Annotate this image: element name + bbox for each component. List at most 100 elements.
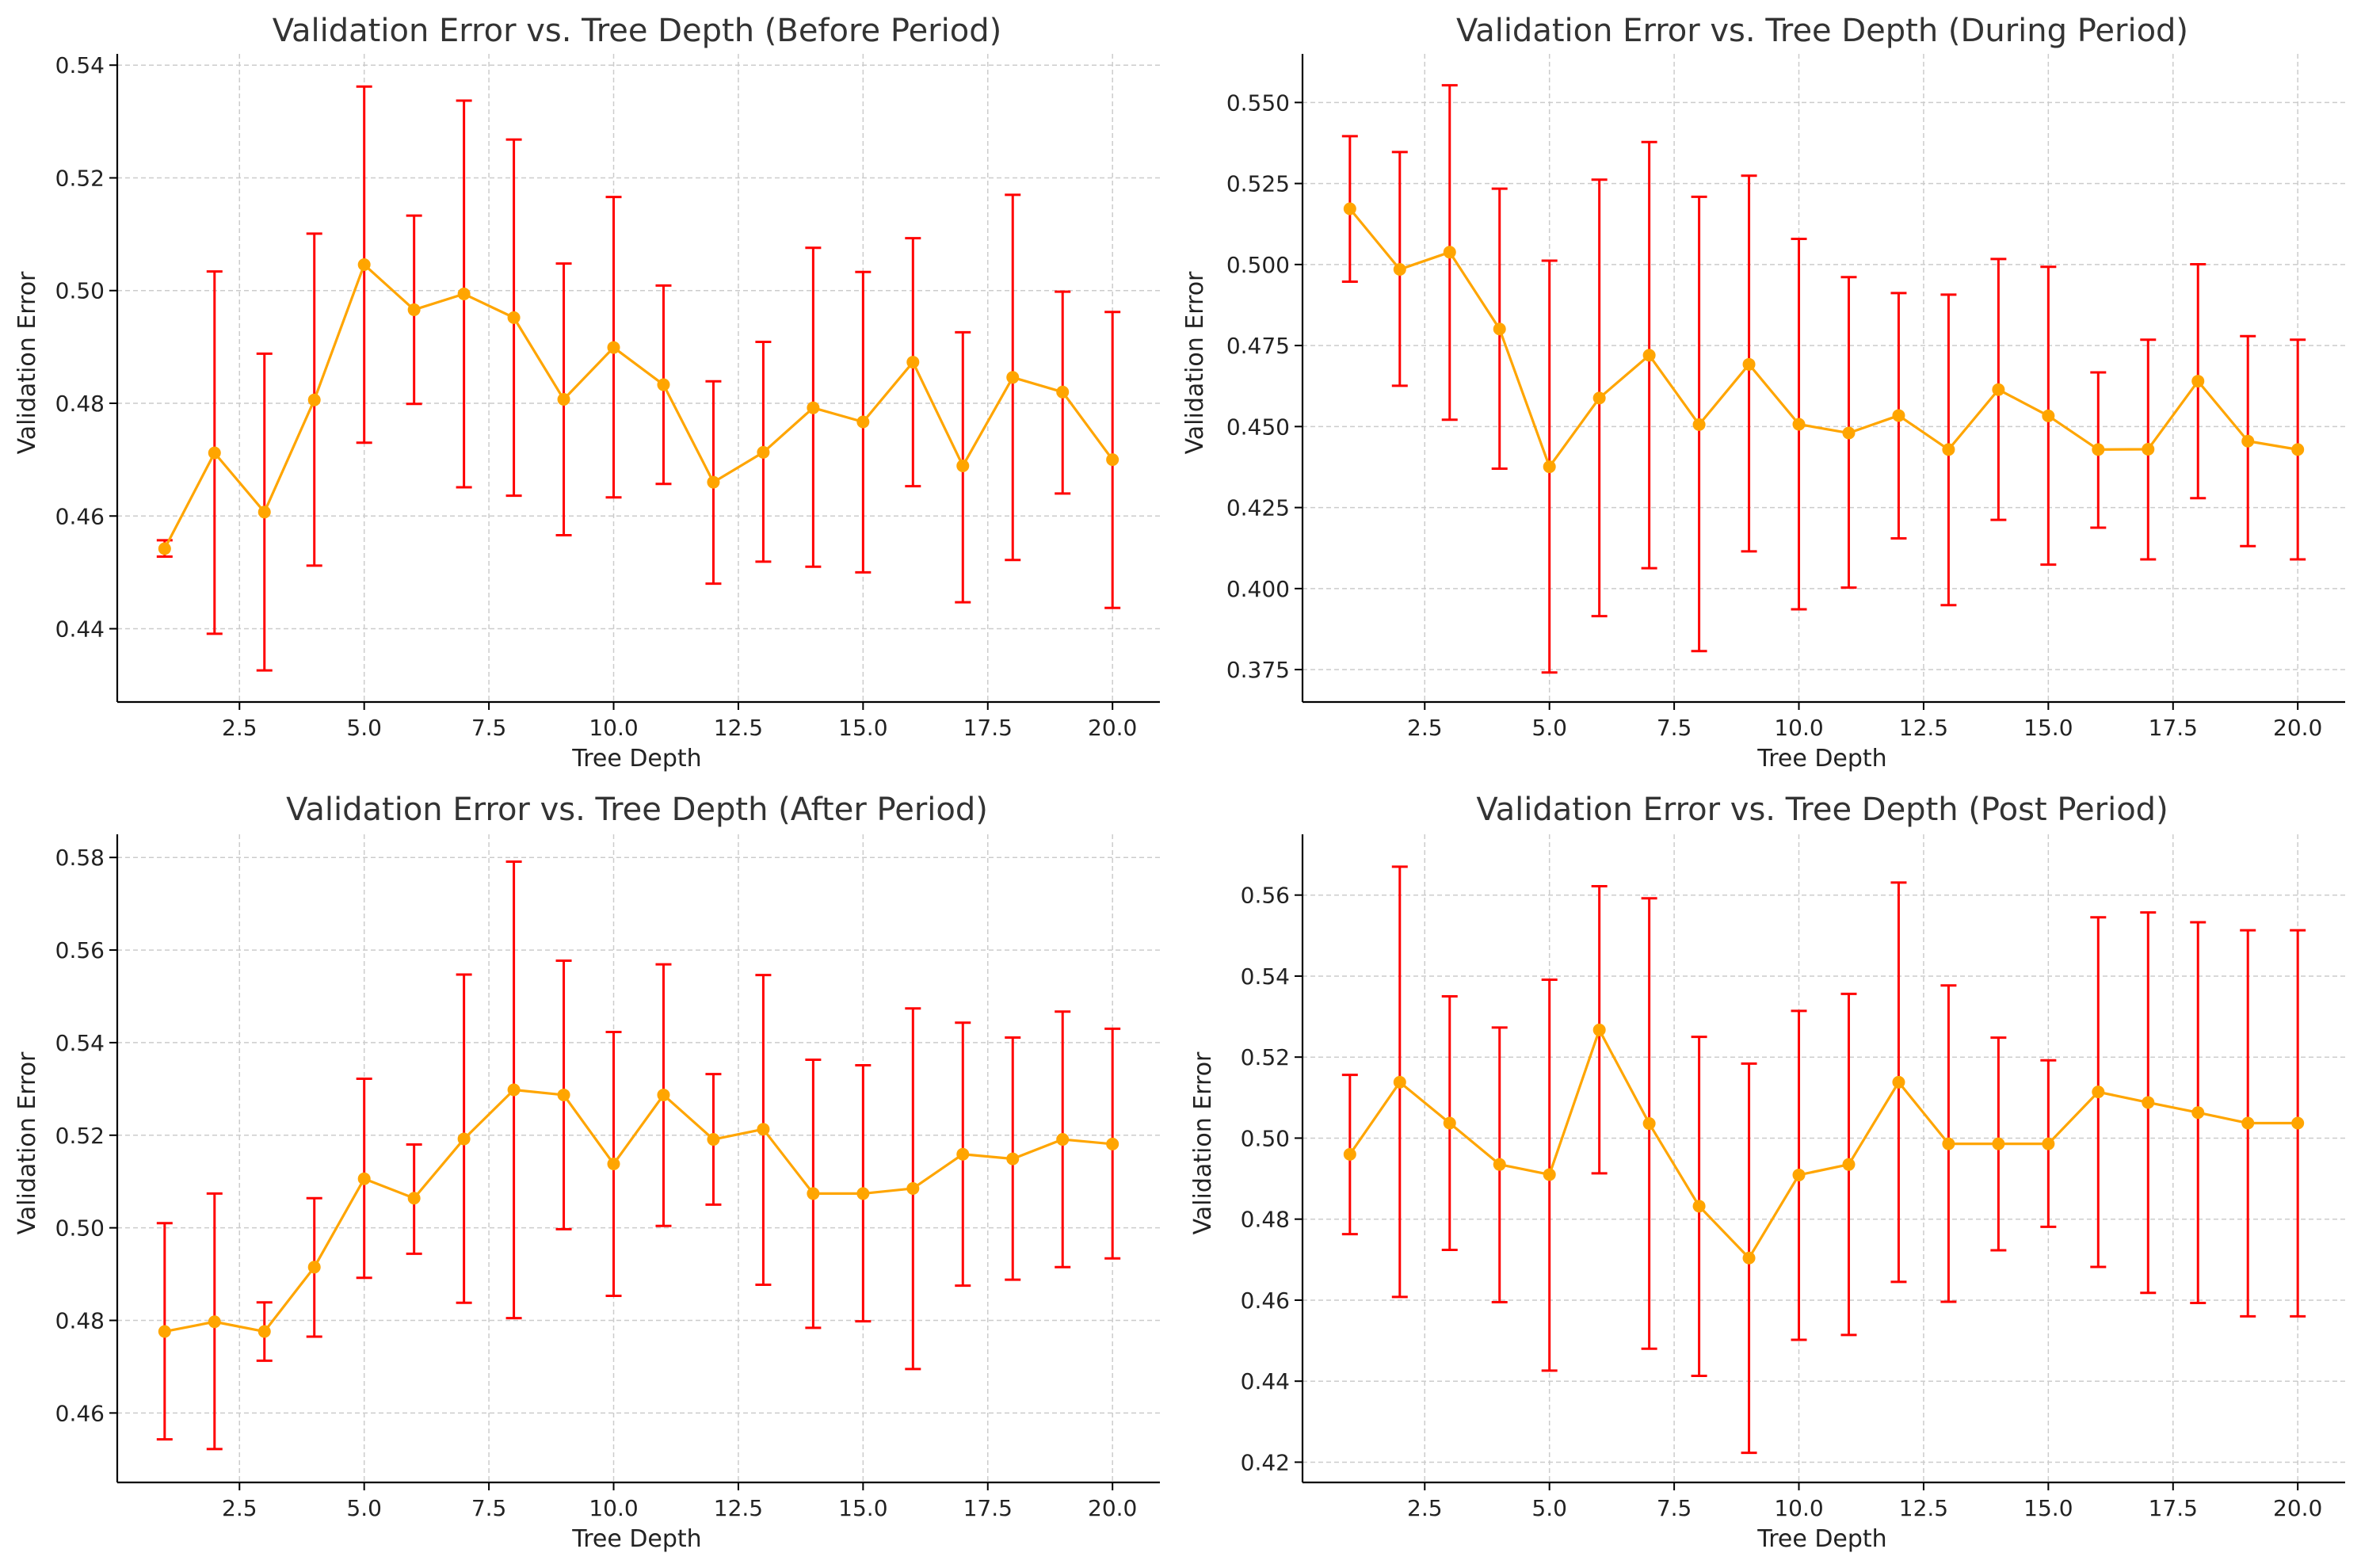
data-point	[2241, 1116, 2255, 1130]
x-tick-label: 5.0	[1531, 715, 1567, 741]
x-tick-label: 15.0	[838, 715, 887, 741]
y-axis-label: Validation Error	[13, 271, 41, 454]
x-axis-label: Tree Depth	[1756, 1525, 1886, 1553]
data-point	[2092, 443, 2105, 456]
data-point	[1543, 460, 1556, 474]
data-point	[607, 1158, 620, 1171]
data-point	[2142, 1096, 2155, 1109]
y-tick-label: 0.50	[55, 1215, 105, 1242]
y-tick-label: 0.58	[55, 845, 105, 871]
data-point	[557, 1088, 570, 1101]
data-point	[1842, 426, 1856, 440]
y-tick-label: 0.48	[55, 391, 105, 417]
data-point	[2241, 434, 2255, 448]
data-point	[407, 303, 421, 316]
data-point	[158, 542, 171, 555]
y-tick-label: 0.475	[1226, 333, 1290, 359]
y-tick-label: 0.500	[1226, 252, 1290, 278]
data-point	[208, 1315, 221, 1329]
x-tick-label: 12.5	[1899, 1495, 1948, 1521]
x-tick-label: 10.0	[1774, 715, 1823, 741]
x-tick-label: 7.5	[1657, 715, 1692, 741]
x-axis-label: Tree Depth	[571, 1525, 701, 1553]
data-points	[158, 258, 1119, 555]
data-point	[2191, 375, 2205, 388]
data-point	[757, 445, 770, 459]
series-line	[163, 263, 1114, 550]
data-point	[607, 341, 620, 354]
data-point	[1056, 385, 1070, 399]
data-point	[1692, 418, 1706, 431]
data-point	[2092, 1085, 2105, 1099]
data-point	[357, 258, 371, 272]
data-point	[1006, 371, 1020, 384]
data-point	[2291, 443, 2305, 456]
data-points	[1343, 202, 2305, 474]
y-tick-label: 0.46	[55, 1400, 105, 1426]
y-tick-label: 0.46	[1241, 1288, 1290, 1314]
x-tick-label: 5.0	[1531, 1495, 1567, 1521]
y-tick-label: 0.52	[1241, 1044, 1290, 1070]
data-point	[1006, 1152, 1020, 1166]
data-point	[906, 1181, 920, 1195]
x-tick-label: 15.0	[838, 1495, 887, 1521]
data-point	[1792, 1168, 1806, 1181]
x-tick-label: 15.0	[2023, 1495, 2073, 1521]
data-point	[906, 356, 920, 369]
data-point	[507, 311, 521, 324]
panel-post: Validation Error vs. Tree Depth (Post Pe…	[1189, 792, 2345, 1553]
data-point	[757, 1123, 770, 1136]
data-point	[158, 1325, 171, 1338]
data-point	[1942, 443, 1955, 456]
x-tick-label: 5.0	[346, 715, 382, 741]
y-tick-label: 0.44	[55, 616, 105, 643]
y-tick-label: 0.375	[1226, 657, 1290, 683]
panel-before: Validation Error vs. Tree Depth (Before …	[13, 13, 1160, 773]
x-tick-label: 10.0	[589, 715, 638, 741]
data-point	[307, 1261, 321, 1274]
y-tick-label: 0.56	[55, 937, 105, 963]
x-tick-label: 7.5	[1657, 1495, 1692, 1521]
y-tick-label: 0.400	[1226, 576, 1290, 602]
y-tick-label: 0.56	[1241, 883, 1290, 909]
x-tick-label: 10.0	[1774, 1495, 1823, 1521]
data-point	[257, 1325, 271, 1338]
data-point	[457, 1132, 471, 1146]
y-tick-label: 0.46	[55, 503, 105, 529]
y-tick-label: 0.48	[55, 1308, 105, 1334]
x-tick-label: 12.5	[1899, 715, 1948, 741]
grid	[1303, 834, 2345, 1482]
chart-title: Validation Error vs. Tree Depth (Before …	[273, 13, 1001, 49]
x-tick-label: 20.0	[1088, 1495, 1137, 1521]
data-point	[856, 1187, 870, 1200]
data-point	[1443, 1116, 1456, 1130]
data-point	[657, 1088, 670, 1101]
y-tick-label: 0.50	[1241, 1125, 1290, 1151]
series-line	[1348, 208, 2298, 468]
data-point	[1106, 453, 1119, 467]
x-tick-label: 10.0	[589, 1495, 638, 1521]
chart-title: Validation Error vs. Tree Depth (Post Pe…	[1476, 792, 2168, 828]
y-tick-label: 0.42	[1241, 1449, 1290, 1475]
data-point	[1592, 391, 1606, 405]
x-tick-label: 17.5	[2149, 715, 2198, 741]
x-tick-label: 20.0	[1088, 715, 1137, 741]
data-point	[807, 1187, 820, 1200]
data-point	[2291, 1116, 2305, 1130]
data-point	[1642, 1117, 1656, 1131]
data-point	[1493, 1158, 1506, 1171]
data-point	[1343, 1147, 1356, 1161]
panel-after: Validation Error vs. Tree Depth (After P…	[13, 792, 1160, 1553]
y-axis-label: Validation Error	[1189, 1051, 1217, 1234]
y-tick-label: 0.44	[1241, 1368, 1290, 1394]
x-tick-label: 20.0	[2273, 1495, 2322, 1521]
y-tick-label: 0.425	[1226, 495, 1290, 521]
data-point	[2191, 1106, 2205, 1120]
data-point	[856, 415, 870, 429]
data-point	[1393, 1075, 1406, 1089]
x-tick-label: 15.0	[2023, 715, 2073, 741]
data-point	[1056, 1133, 1070, 1146]
y-tick-label: 0.52	[55, 1123, 105, 1149]
